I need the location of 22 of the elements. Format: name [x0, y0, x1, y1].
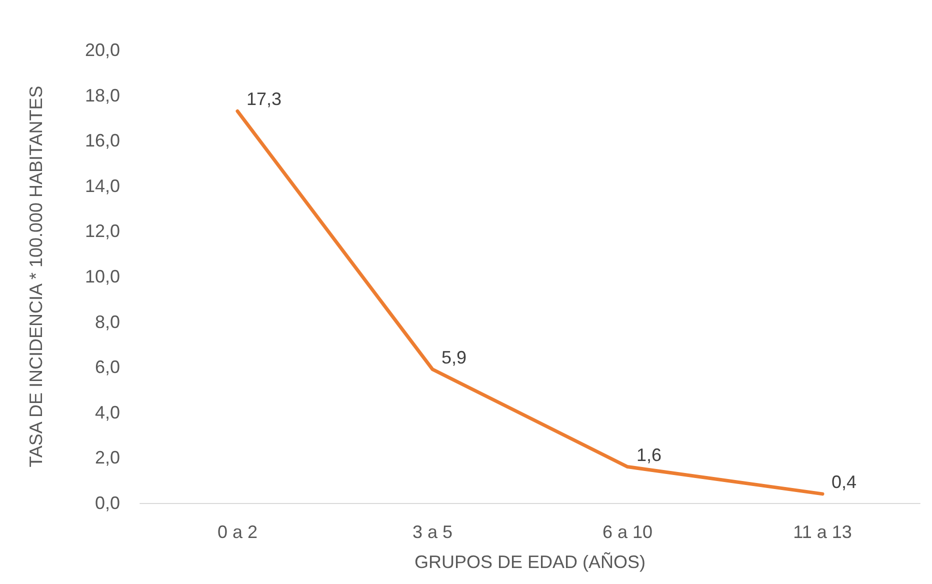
y-tick-label: 0,0 — [94, 493, 120, 513]
y-tick-label: 18,0 — [84, 85, 120, 106]
data-label: 5,9 — [442, 347, 467, 368]
x-tick-label: 3 a 5 — [412, 522, 453, 542]
y-tick-label: 12,0 — [84, 221, 120, 242]
line-series — [236, 109, 824, 496]
y-tick-label: 20,0 — [84, 40, 120, 60]
x-tick-label: 6 a 10 — [602, 522, 653, 542]
y-tick-label: 8,0 — [94, 312, 120, 332]
x-tick-label: 0 a 2 — [217, 522, 258, 542]
y-tick-label: 10,0 — [84, 266, 120, 286]
y-axis-title: TASA DE INCIDENCIA * 100.000 HABITANTES — [26, 86, 46, 468]
data-label: 0,4 — [832, 472, 857, 492]
y-tick-label: 16,0 — [84, 130, 120, 151]
x-tick-label: 11 a 13 — [793, 522, 852, 542]
data-label: 1,6 — [636, 444, 662, 465]
x-axis-title: GRUPOS DE EDAD (AÑOS) — [414, 552, 646, 572]
y-tick-label: 14,0 — [84, 176, 120, 196]
data-label: 17,3 — [246, 89, 282, 110]
y-tick-label: 6,0 — [94, 357, 120, 378]
y-tick-label: 2,0 — [94, 448, 120, 468]
y-tick-label: 4,0 — [94, 402, 120, 422]
